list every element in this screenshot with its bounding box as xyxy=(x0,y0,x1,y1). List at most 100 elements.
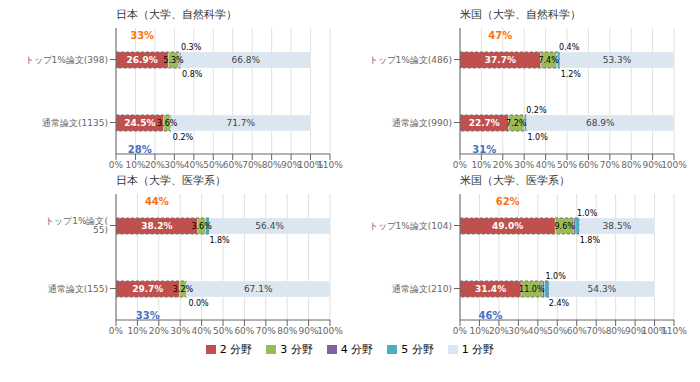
svg-text:80%: 80% xyxy=(277,326,297,336)
svg-text:90%: 90% xyxy=(643,160,663,170)
svg-text:26.9%: 26.9% xyxy=(127,55,158,65)
svg-text:33%: 33% xyxy=(130,30,154,41)
svg-text:10%: 10% xyxy=(469,326,489,336)
svg-text:トップ1%論文(398): トップ1%論文(398) xyxy=(25,55,108,65)
svg-text:66.8%: 66.8% xyxy=(231,55,260,65)
svg-text:100%: 100% xyxy=(317,326,343,336)
html-text:日本（大学、自然科学）: 日本（大学、自然科学） xyxy=(116,8,237,21)
svg-text:通常論文(155): 通常論文(155) xyxy=(48,284,108,294)
svg-text:通常論文(210): 通常論文(210) xyxy=(392,284,452,294)
svg-text:7.2%: 7.2% xyxy=(506,119,527,128)
svg-text:22.7%: 22.7% xyxy=(469,118,500,128)
html-text:米国（大学、自然科学）: 米国（大学、自然科学） xyxy=(460,8,581,21)
svg-text:7.4%: 7.4% xyxy=(538,56,559,65)
svg-text:28%: 28% xyxy=(128,144,152,155)
svg-text:0.3%: 0.3% xyxy=(181,43,202,52)
svg-text:2.4%: 2.4% xyxy=(549,299,570,308)
svg-text:33%: 33% xyxy=(136,310,160,321)
svg-text:10%: 10% xyxy=(471,160,491,170)
svg-text:40%: 40% xyxy=(184,160,204,170)
svg-text:20%: 20% xyxy=(489,326,509,336)
svg-text:67.1%: 67.1% xyxy=(244,284,273,294)
svg-text:47%: 47% xyxy=(488,30,512,41)
svg-text:31%: 31% xyxy=(472,144,496,155)
svg-text:3.2%: 3.2% xyxy=(173,285,194,294)
svg-text:トップ1%論文(104): トップ1%論文(104) xyxy=(369,221,452,231)
svg-text:60%: 60% xyxy=(578,160,598,170)
svg-text:70%: 70% xyxy=(242,160,262,170)
svg-text:50%: 50% xyxy=(213,326,233,336)
svg-text:3.6%: 3.6% xyxy=(191,222,212,231)
svg-text:100%: 100% xyxy=(661,160,687,170)
svg-text:80%: 80% xyxy=(262,160,282,170)
html-text:日本（大学、医学系）: 日本（大学、医学系） xyxy=(116,174,226,187)
svg-text:0.2%: 0.2% xyxy=(173,133,194,142)
svg-text:70%: 70% xyxy=(600,160,620,170)
svg-text:44%: 44% xyxy=(145,196,169,207)
svg-text:通常論文(1135): 通常論文(1135) xyxy=(42,118,108,128)
svg-text:56.4%: 56.4% xyxy=(255,221,284,231)
svg-text:38.2%: 38.2% xyxy=(141,221,172,231)
svg-text:0.0%: 0.0% xyxy=(188,299,209,308)
svg-text:50%: 50% xyxy=(547,326,567,336)
svg-text:1.8%: 1.8% xyxy=(209,236,230,245)
svg-text:トップ1%論文(486): トップ1%論文(486) xyxy=(369,55,452,65)
svg-text:30%: 30% xyxy=(508,326,528,336)
svg-text:37.7%: 37.7% xyxy=(485,55,516,65)
svg-text:110%: 110% xyxy=(317,160,343,170)
svg-text:24.5%: 24.5% xyxy=(124,118,155,128)
svg-text:50%: 50% xyxy=(557,160,577,170)
svg-text:1.0%: 1.0% xyxy=(527,133,548,142)
svg-text:20%: 20% xyxy=(149,326,169,336)
svg-text:70%: 70% xyxy=(586,326,606,336)
svg-text:0.2%: 0.2% xyxy=(526,106,547,115)
svg-text:110%: 110% xyxy=(661,326,687,336)
svg-text:31.4%: 31.4% xyxy=(475,284,506,294)
svg-text:80%: 80% xyxy=(606,326,626,336)
html-text:2 分野: 2 分野 xyxy=(219,343,253,356)
svg-text:0%: 0% xyxy=(453,326,468,336)
svg-text:62%: 62% xyxy=(496,196,520,207)
svg-text:1.0%: 1.0% xyxy=(545,272,566,281)
svg-text:0%: 0% xyxy=(109,326,124,336)
svg-text:30%: 30% xyxy=(514,160,534,170)
svg-text:40%: 40% xyxy=(528,326,548,336)
svg-text:0.4%: 0.4% xyxy=(559,43,580,52)
svg-text:1.0%: 1.0% xyxy=(577,209,598,218)
svg-text:53.3%: 53.3% xyxy=(603,55,632,65)
svg-text:3.6%: 3.6% xyxy=(157,119,178,128)
svg-text:1.8%: 1.8% xyxy=(580,236,601,245)
svg-text:30%: 30% xyxy=(164,160,184,170)
svg-text:20%: 20% xyxy=(145,160,165,170)
svg-text:通常論文(990): 通常論文(990) xyxy=(392,118,452,128)
html-text:米国（大学、医学系）: 米国（大学、医学系） xyxy=(460,174,570,187)
svg-text:30%: 30% xyxy=(170,326,190,336)
svg-text:10%: 10% xyxy=(125,160,145,170)
svg-text:20%: 20% xyxy=(493,160,513,170)
svg-text:11.0%: 11.0% xyxy=(519,285,545,294)
svg-text:70%: 70% xyxy=(256,326,276,336)
svg-text:60%: 60% xyxy=(223,160,243,170)
svg-text:80%: 80% xyxy=(621,160,641,170)
svg-text:38.5%: 38.5% xyxy=(603,221,632,231)
svg-text:0%: 0% xyxy=(109,160,124,170)
svg-text:トップ1%論文(55): トップ1%論文(55) xyxy=(45,216,108,235)
svg-text:54.3%: 54.3% xyxy=(588,284,617,294)
svg-text:60%: 60% xyxy=(567,326,587,336)
svg-text:50%: 50% xyxy=(203,160,223,170)
svg-text:90%: 90% xyxy=(299,326,319,336)
svg-text:46%: 46% xyxy=(479,310,503,321)
svg-text:0%: 0% xyxy=(453,160,468,170)
svg-text:5.3%: 5.3% xyxy=(163,56,184,65)
svg-text:71.7%: 71.7% xyxy=(227,118,256,128)
svg-text:9.6%: 9.6% xyxy=(555,222,576,231)
svg-text:29.7%: 29.7% xyxy=(132,284,163,294)
svg-text:60%: 60% xyxy=(234,326,254,336)
svg-text:40%: 40% xyxy=(536,160,556,170)
svg-text:10%: 10% xyxy=(127,326,147,336)
svg-text:49.0%: 49.0% xyxy=(492,221,523,231)
svg-text:0.8%: 0.8% xyxy=(182,70,203,79)
svg-text:68.9%: 68.9% xyxy=(586,118,615,128)
svg-text:1.2%: 1.2% xyxy=(561,70,582,79)
svg-text:40%: 40% xyxy=(192,326,212,336)
